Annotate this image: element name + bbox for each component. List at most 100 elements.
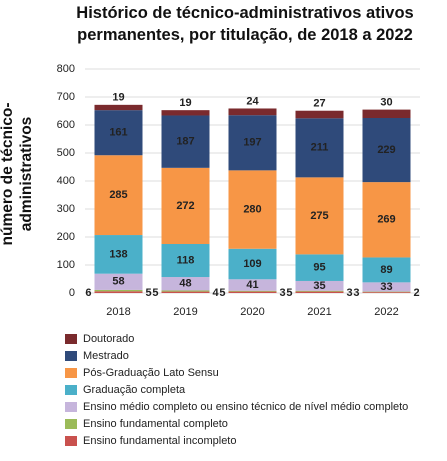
bar-segment <box>94 104 143 111</box>
value-label: 280 <box>243 203 261 215</box>
value-label: 19 <box>179 97 191 109</box>
bar-segment <box>362 257 411 283</box>
bar-segment <box>94 291 143 293</box>
y-tick-label: 700 <box>57 91 75 103</box>
y-tick-label: 100 <box>57 259 75 271</box>
value-label: 5 <box>146 287 152 299</box>
value-label: 95 <box>313 262 325 274</box>
y-tick-label: 0 <box>69 287 75 299</box>
value-label: 58 <box>112 276 124 288</box>
value-label: 272 <box>176 200 194 212</box>
value-label: 161 <box>109 127 127 139</box>
legend-label: Ensino fundamental completo <box>83 418 228 430</box>
bar-segment <box>295 290 344 292</box>
value-label: 41 <box>246 279 258 291</box>
bar-segment <box>228 291 277 293</box>
value-label: 6 <box>85 287 91 299</box>
bar-segment <box>161 110 210 116</box>
bar-segment <box>161 244 210 278</box>
value-label: 109 <box>243 258 261 270</box>
bar-segment <box>161 115 210 168</box>
value-label: 3 <box>353 287 359 299</box>
y-tick-label: 400 <box>57 175 75 187</box>
bar-segment <box>94 289 143 292</box>
value-label: 5 <box>152 287 158 299</box>
x-tick-label: 2020 <box>240 306 264 318</box>
legend-swatch <box>65 385 77 395</box>
legend-label: Pós-Graduação Lato Sensu <box>83 367 219 379</box>
bar-segment <box>94 155 143 236</box>
legend-label: Mestrado <box>83 350 129 362</box>
x-tick-label: 2022 <box>374 306 398 318</box>
bar-segment <box>228 170 277 249</box>
value-label: 197 <box>243 137 261 149</box>
bar-segment <box>161 290 210 292</box>
legend-swatch <box>65 368 77 378</box>
legend-swatch <box>65 436 77 446</box>
bar-segment <box>94 235 143 274</box>
bar-segment <box>94 273 143 290</box>
value-label: 118 <box>177 254 195 266</box>
value-label: 187 <box>176 136 194 148</box>
y-tick-label: 300 <box>57 203 75 215</box>
bar-segment <box>161 291 210 293</box>
bar-segment <box>362 109 411 118</box>
legend-swatch <box>65 402 77 412</box>
value-label: 5 <box>219 287 225 299</box>
bar-segment <box>228 279 277 291</box>
bar-segment <box>295 177 344 255</box>
x-tick-label: 2021 <box>307 306 331 318</box>
value-label: 285 <box>109 189 127 201</box>
legend-label: Ensino médio completo ou ensino técnico … <box>83 401 408 413</box>
bar-segment <box>295 118 344 178</box>
value-label: 19 <box>112 92 124 104</box>
x-tick-label: 2018 <box>106 306 130 318</box>
x-tick-label: 2019 <box>173 306 197 318</box>
value-label: 27 <box>313 98 325 110</box>
value-label: 4 <box>213 287 220 299</box>
y-tick-label: 800 <box>57 63 75 75</box>
value-label: 211 <box>311 142 329 154</box>
value-label: 3 <box>347 287 353 299</box>
value-label: 3 <box>280 287 286 299</box>
value-label: 24 <box>246 95 259 107</box>
legend-label: Doutorado <box>83 333 134 345</box>
bar-segment <box>228 115 277 171</box>
bar-segment <box>362 291 411 293</box>
bar-segment <box>228 290 277 292</box>
legend-label: Graduação completa <box>83 384 186 396</box>
value-label: 89 <box>380 264 392 276</box>
bar-segment <box>295 280 344 291</box>
value-label: 229 <box>377 144 395 156</box>
bar-segment <box>362 118 411 183</box>
bar-segment <box>228 108 277 116</box>
bar-segment <box>161 277 210 291</box>
value-label: 48 <box>179 278 191 290</box>
legend-label: Ensino fundamental incompleto <box>83 435 236 447</box>
value-label: 5 <box>286 287 292 299</box>
legend-swatch <box>65 351 77 361</box>
bar-segment <box>362 182 411 258</box>
legend-swatch <box>65 419 77 429</box>
bar-segment <box>94 110 143 156</box>
y-tick-label: 600 <box>57 119 75 131</box>
value-label: 138 <box>109 248 127 260</box>
value-label: 275 <box>310 210 328 222</box>
bar-segment <box>362 292 411 293</box>
bar-segment <box>362 282 411 292</box>
bar-segment <box>295 110 344 119</box>
value-label: 2 <box>414 287 420 299</box>
bar-segment <box>295 291 344 293</box>
value-label: 35 <box>313 280 325 292</box>
bar-segment <box>161 167 210 244</box>
bar-segment <box>295 254 344 281</box>
y-tick-label: 500 <box>57 147 75 159</box>
y-tick-label: 200 <box>57 231 75 243</box>
chart-title: Histórico de técnico-administrativos ati… <box>76 4 414 44</box>
value-label: 30 <box>380 97 392 109</box>
value-label: 269 <box>377 214 395 226</box>
value-label: 33 <box>380 281 392 293</box>
legend-swatch <box>65 334 77 344</box>
bar-segment <box>228 248 277 280</box>
